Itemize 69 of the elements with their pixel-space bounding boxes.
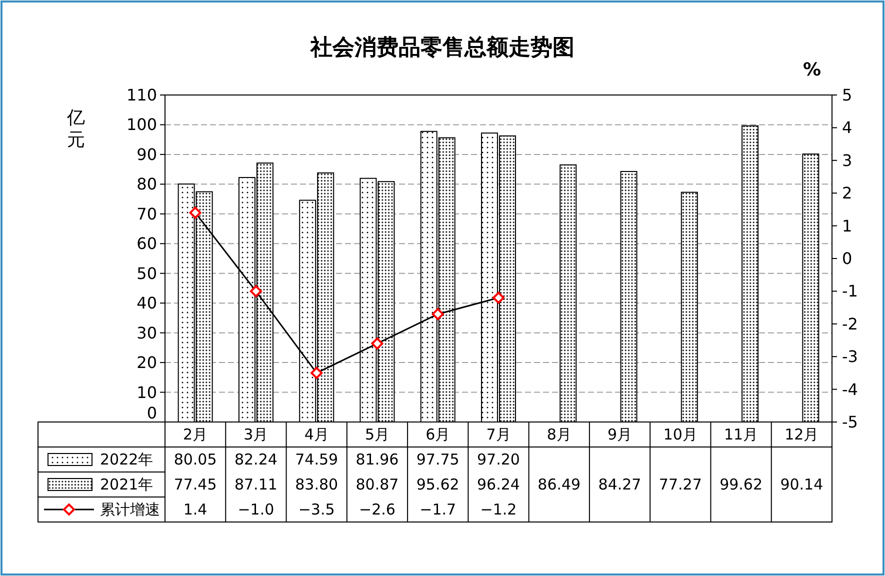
x-tick-label: 5月	[364, 426, 390, 444]
y2-tick-label: 1	[842, 216, 852, 236]
data-label: 86.49	[538, 476, 581, 494]
data-label: 96.24	[477, 476, 520, 494]
y-tick-label: 60	[136, 234, 157, 254]
legend-label: 2022年	[100, 450, 154, 468]
data-label: 97.75	[416, 450, 460, 468]
y2-tick-label: 0	[842, 249, 852, 268]
x-tick-label: 6月	[426, 426, 450, 444]
y2-tick-label: -3	[842, 347, 858, 366]
x-tick-label: 7月	[486, 426, 511, 444]
y2-tick-label: -2	[842, 314, 858, 334]
y2-tick-label: 3	[842, 150, 852, 170]
data-label: 97.20	[477, 450, 520, 468]
data-label: 80.05	[174, 450, 217, 468]
data-label: −1.7	[420, 500, 456, 518]
data-label: 95.62	[416, 476, 460, 494]
data-label: 83.80	[295, 476, 338, 494]
y-tick-label: 40	[136, 294, 157, 313]
x-tick-label: 9月	[608, 426, 632, 444]
y2-tick-label: -4	[842, 380, 858, 399]
point	[250, 285, 262, 298]
legend-label: 2021年	[100, 476, 154, 494]
data-label: 77.45	[174, 476, 217, 494]
x-tick-label: 8月	[546, 426, 572, 444]
x-tick-label: 4月	[304, 426, 329, 444]
y2-tick-label: -5	[842, 412, 858, 432]
y-tick-label: 110	[126, 86, 157, 104]
y-tick-label: 80	[136, 174, 157, 194]
y-tick-label: 20	[136, 353, 157, 372]
data-label: 80.87	[356, 476, 399, 494]
x-tick-label: 2月	[183, 426, 208, 444]
y-tick-label: 50	[136, 264, 157, 283]
x-tick-label: 10月	[663, 426, 698, 444]
x-tick-label: 11月	[724, 426, 758, 444]
y2-tick-label: 5	[842, 86, 852, 104]
point	[310, 366, 323, 379]
data-label: −3.5	[298, 500, 335, 518]
y2-tick-label: -1	[842, 282, 858, 301]
data-label: 77.27	[658, 476, 702, 494]
legend-label: 累计增速	[100, 500, 160, 518]
data-label: 90.14	[780, 476, 824, 494]
y2-tick-label: 2	[842, 184, 852, 203]
data-label: 81.96	[356, 450, 399, 468]
point	[432, 308, 444, 320]
data-label: −2.6	[359, 500, 396, 518]
data-label: 1.4	[183, 500, 208, 518]
point	[492, 292, 504, 304]
y2-tick-label: 4	[842, 118, 852, 138]
y-tick-label: 100	[126, 115, 157, 134]
data-label: 74.59	[295, 450, 338, 468]
y-tick-label: 10	[136, 382, 157, 402]
point	[371, 338, 384, 350]
y-tick-label: 70	[136, 204, 157, 224]
data-label: 84.27	[598, 476, 642, 494]
y-tick-label: 0	[146, 404, 157, 422]
x-tick-label: 3月	[244, 426, 268, 444]
point	[189, 206, 202, 219]
data-label: −1.2	[480, 500, 517, 518]
y-tick-label: 30	[136, 323, 157, 342]
y-axis-title: 亿元	[66, 108, 85, 150]
y-tick-label: 90	[136, 144, 157, 164]
chart-title: 社会消费品零售总额走势图	[310, 34, 574, 60]
y2-axis-title: %	[802, 60, 822, 80]
data-label: −1.0	[238, 500, 274, 518]
data-label: 82.24	[234, 450, 278, 468]
x-tick-label: 12月	[784, 426, 819, 444]
data-label: 99.62	[720, 476, 763, 494]
data-label: 87.11	[234, 476, 278, 494]
